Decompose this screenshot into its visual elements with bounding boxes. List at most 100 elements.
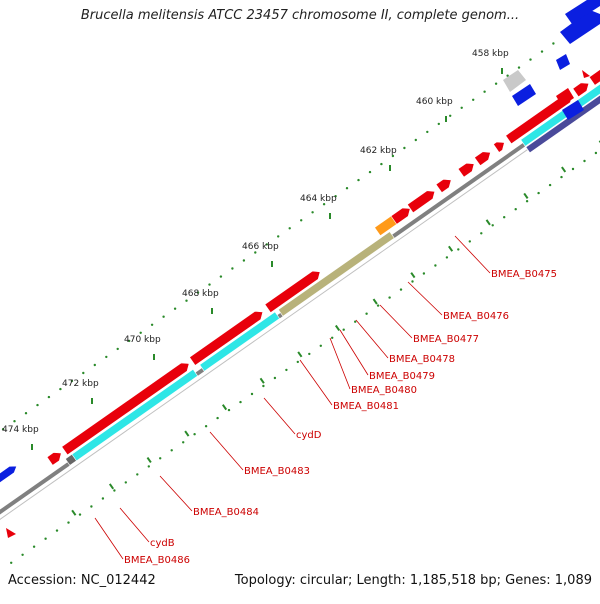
inner-scale-dot: [480, 232, 482, 234]
inner-scale-dot: [343, 329, 345, 331]
outer-scale-dot: [48, 396, 50, 398]
blue-gene[interactable]: [556, 54, 570, 70]
outer-scale-dot: [105, 356, 107, 358]
inner-scale-dot: [560, 176, 562, 178]
outer-scale-dot: [231, 267, 233, 269]
blue-gene[interactable]: [0, 466, 17, 487]
gene-label[interactable]: BMEA_B0479: [369, 371, 435, 382]
outer-scale-dot: [541, 50, 543, 52]
gene-label-leader: [160, 476, 192, 511]
kbp-label: 472 kbp: [62, 379, 99, 389]
reverse-gene-marker[interactable]: [582, 70, 590, 78]
reverse-gene-marker[interactable]: [6, 528, 16, 538]
outer-scale-dot: [220, 275, 222, 277]
inner-scale-dot: [171, 449, 173, 451]
accession-label: Accession: NC_012442: [8, 573, 156, 588]
forward-gene-arrow[interactable]: [493, 142, 504, 152]
gene-label[interactable]: cydD: [296, 430, 322, 441]
gray-gene[interactable]: [503, 70, 526, 92]
forward-gene-arrow[interactable]: [475, 152, 491, 166]
inner-tick: [562, 167, 565, 172]
inner-scale-dot: [262, 385, 264, 387]
kbp-label: 474 kbp: [2, 425, 39, 435]
outer-scale-dot: [415, 139, 417, 141]
gene-label-leader: [210, 432, 243, 470]
inner-scale-dot: [331, 337, 333, 339]
inner-scale-dot: [67, 521, 69, 523]
outer-scale-dot: [140, 332, 142, 334]
inner-scale-dot: [136, 473, 138, 475]
gene-label[interactable]: BMEA_B0483: [244, 466, 310, 477]
inner-tick: [336, 325, 339, 330]
inner-tick: [411, 273, 414, 278]
orange-gene[interactable]: [375, 216, 397, 236]
inner-scale-dot: [148, 465, 150, 467]
forward-gene-arrow[interactable]: [436, 179, 451, 192]
kbp-label: 466 kbp: [242, 242, 279, 252]
outer-scale-dot: [300, 219, 302, 221]
inner-scale-dot: [469, 240, 471, 242]
inner-scale-dot: [193, 433, 195, 435]
kbp-label: 468 kbp: [182, 289, 219, 299]
inner-scale-dot: [377, 304, 379, 306]
gene-label[interactable]: BMEA_B0476: [443, 311, 509, 322]
gene-label[interactable]: cydB: [150, 538, 175, 549]
gene-label-leader: [340, 330, 368, 375]
inner-tick: [260, 378, 263, 383]
forward-gene-arrow[interactable]: [458, 163, 474, 177]
gene-label[interactable]: BMEA_B0484: [193, 507, 259, 518]
gene-label[interactable]: BMEA_B0486: [124, 555, 190, 566]
gene-label[interactable]: BMEA_B0475: [491, 269, 557, 280]
outer-scale-dot: [243, 259, 245, 261]
gene-label[interactable]: BMEA_B0477: [413, 334, 479, 345]
outer-scale-dot: [13, 420, 15, 422]
gene-label-leader: [95, 518, 123, 559]
inner-tick: [449, 246, 452, 251]
inner-scale-dot: [251, 393, 253, 395]
inner-tick: [223, 405, 226, 410]
inner-scale-dot: [102, 497, 104, 499]
inner-scale-dot: [434, 264, 436, 266]
inner-scale-dot: [285, 369, 287, 371]
inner-tick: [524, 193, 527, 198]
inner-tick: [487, 220, 490, 225]
outer-scale-dot: [346, 187, 348, 189]
kbp-label: 458 kbp: [472, 49, 509, 59]
outer-scale-dot: [117, 348, 119, 350]
gene-label[interactable]: BMEA_B0481: [333, 401, 399, 412]
gene-label-leader: [455, 236, 490, 273]
inner-scale-dot: [239, 401, 241, 403]
outer-scale-dot: [483, 91, 485, 93]
forward-gene-arrow[interactable]: [47, 453, 61, 466]
outer-scale-dot: [369, 171, 371, 173]
outer-scale-dot: [472, 99, 474, 101]
inner-scale-dot: [503, 216, 505, 218]
outer-scale-dot: [151, 324, 153, 326]
inner-scale-dot: [583, 160, 585, 162]
outer-scale-dot: [208, 283, 210, 285]
inner-scale-dot: [44, 538, 46, 540]
outer-scale-dot: [495, 83, 497, 85]
outer-scale-dot: [449, 115, 451, 117]
gene-label[interactable]: BMEA_B0480: [351, 385, 417, 396]
inner-tick: [147, 458, 150, 463]
gene-label-leader: [356, 320, 388, 358]
outer-scale-dot: [25, 412, 27, 414]
inner-scale-dot: [400, 288, 402, 290]
forward-gene-arrow[interactable]: [62, 363, 189, 455]
inner-scale-dot: [411, 280, 413, 282]
outer-scale-dot: [357, 179, 359, 181]
gene-label[interactable]: BMEA_B0478: [389, 354, 455, 365]
inner-scale-dot: [159, 457, 161, 459]
map-title: Brucella melitensis ATCC 23457 chromosom…: [0, 8, 600, 23]
inner-scale-dot: [446, 256, 448, 258]
inner-scale-dot: [388, 296, 390, 298]
outer-scale-dot: [94, 364, 96, 366]
inner-tick: [72, 510, 75, 515]
inner-scale-dot: [33, 546, 35, 548]
inner-tick: [185, 431, 188, 436]
inner-scale-dot: [515, 208, 517, 210]
outer-scale-dot: [277, 235, 279, 237]
